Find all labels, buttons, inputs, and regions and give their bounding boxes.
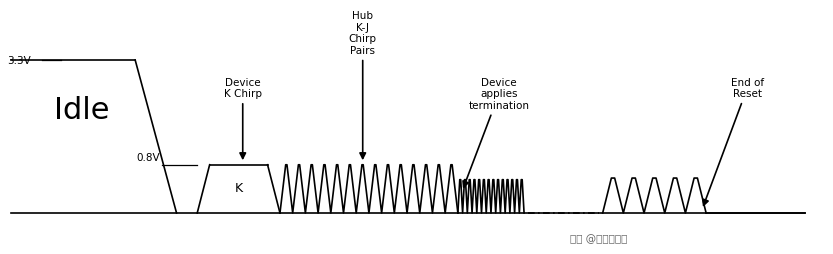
- Text: End of
Reset: End of Reset: [703, 77, 764, 205]
- Text: Device
K Chirp: Device K Chirp: [224, 77, 262, 159]
- Text: K: K: [235, 181, 242, 194]
- Text: 头条 @工程师小何: 头条 @工程师小何: [570, 233, 627, 243]
- Text: Hub
K-J
Chirp
Pairs: Hub K-J Chirp Pairs: [349, 11, 377, 159]
- Text: Device
applies
termination: Device applies termination: [463, 77, 530, 187]
- Text: 3.3V: 3.3V: [7, 56, 31, 66]
- Text: 0.8V: 0.8V: [137, 153, 160, 163]
- Text: Idle: Idle: [53, 96, 109, 125]
